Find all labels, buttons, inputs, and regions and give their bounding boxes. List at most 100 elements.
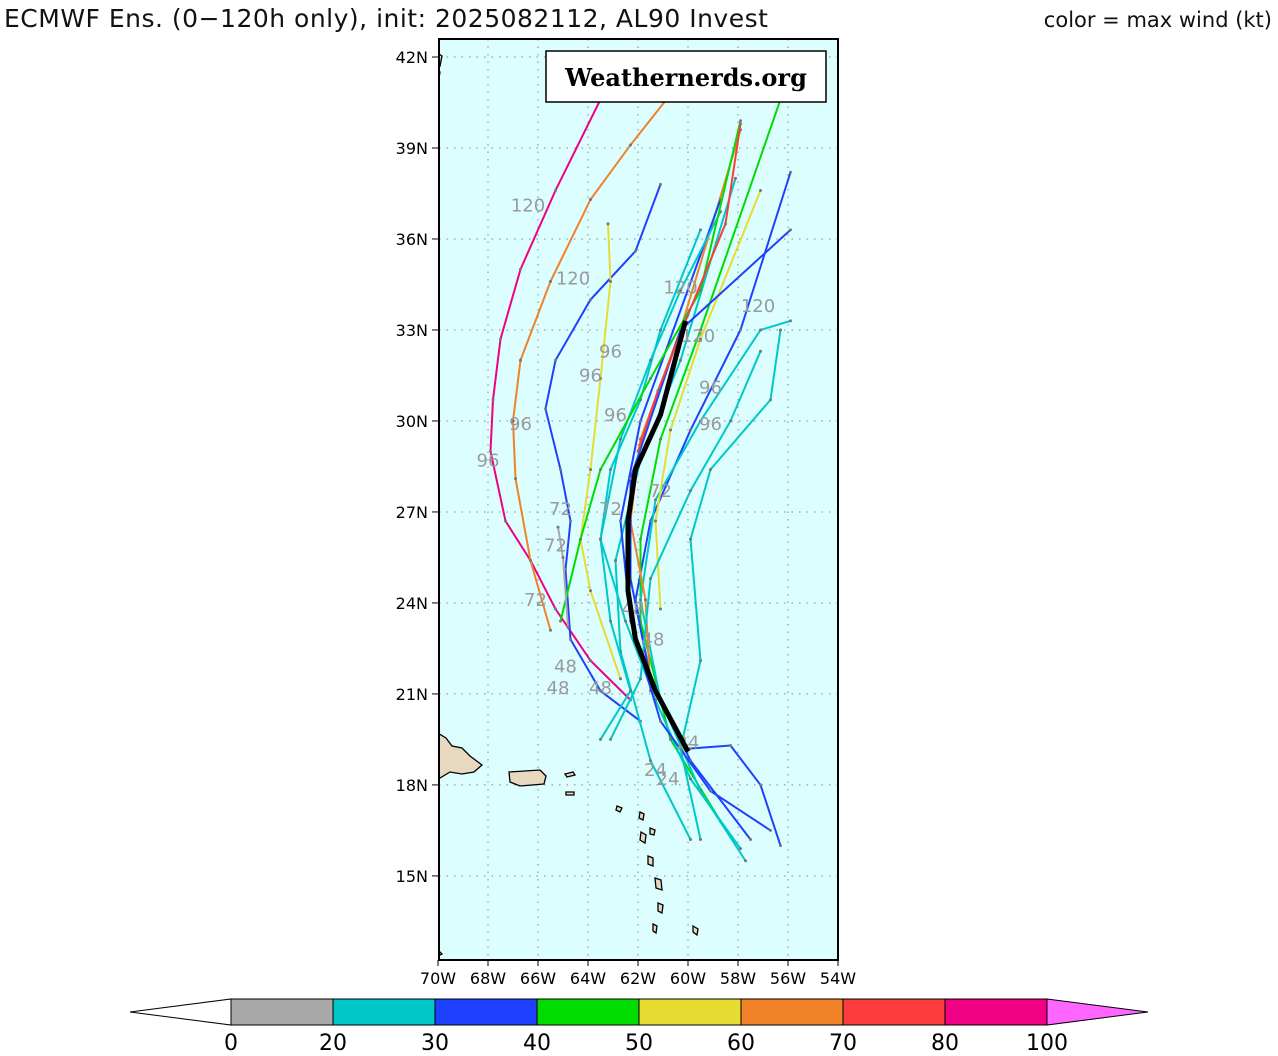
ensemble-member-track xyxy=(559,120,742,622)
land xyxy=(439,53,699,957)
track-point xyxy=(554,607,557,611)
track-point xyxy=(689,537,692,541)
track-point xyxy=(599,376,602,380)
forecast-hour-label: 96 xyxy=(599,341,622,362)
track-point xyxy=(619,677,622,681)
track-point xyxy=(619,437,622,441)
track-point xyxy=(606,222,610,226)
track-point xyxy=(669,737,672,741)
track-point xyxy=(561,555,565,559)
track-point xyxy=(759,188,762,192)
track-point xyxy=(679,289,682,293)
forecast-hour-label: 48 xyxy=(554,657,577,678)
track-point xyxy=(579,537,582,541)
forecast-hour-label: 120 xyxy=(741,296,775,317)
track-point xyxy=(499,337,502,341)
track-point xyxy=(724,222,727,226)
track-point xyxy=(656,389,660,393)
colorbar-tick-label: 30 xyxy=(421,1031,449,1056)
track-point xyxy=(654,519,657,523)
track-point xyxy=(644,598,647,602)
colorbar-tick-label: 80 xyxy=(931,1031,959,1056)
track-point xyxy=(589,298,592,302)
track-point xyxy=(599,537,602,541)
forecast-hour-label: 48 xyxy=(547,678,570,699)
forecast-hour-label: 96 xyxy=(604,405,627,426)
track-point xyxy=(599,689,602,693)
ensemble-mean-track xyxy=(625,320,691,753)
track-point xyxy=(744,859,747,863)
forecast-hour-label: 120 xyxy=(681,326,715,347)
track-point xyxy=(589,198,592,202)
lon-tick-label: 62W xyxy=(620,969,656,988)
track-point xyxy=(609,279,612,283)
track-point xyxy=(654,498,657,502)
track-point xyxy=(669,428,672,432)
colorbar-tick-label: 100 xyxy=(1026,1031,1068,1056)
track-point xyxy=(649,577,652,581)
lat-tick-label: 42N xyxy=(396,48,428,67)
track-point xyxy=(739,847,742,851)
axes: 70W 68W 66W 64W 62W 60W 58W 56W 54W 15N 18N 21N 24N 2… xyxy=(396,48,857,988)
track-point xyxy=(729,743,732,747)
watermark: Weathernerds.org xyxy=(545,50,827,103)
track-point xyxy=(789,170,792,174)
track-point xyxy=(549,628,552,632)
forecast-hour-label: 120 xyxy=(511,196,545,217)
lat-tick-label: 24N xyxy=(396,594,428,613)
track-point xyxy=(544,407,547,411)
forecast-hour-label: 24 xyxy=(644,760,667,781)
watermark-text: Weathernerds.org xyxy=(564,63,807,92)
track-point xyxy=(759,349,762,353)
track-point xyxy=(739,122,742,126)
track-point xyxy=(559,467,562,471)
colorbar-segment xyxy=(332,998,436,1026)
track-point xyxy=(769,828,772,832)
track-point xyxy=(649,358,652,362)
track-point xyxy=(659,719,662,723)
track-point xyxy=(639,537,642,541)
forecast-hour-label: 96 xyxy=(509,414,532,435)
track-point xyxy=(659,607,662,611)
track-point xyxy=(789,228,792,232)
track-point xyxy=(759,783,762,787)
track-point xyxy=(636,449,640,453)
lon-tick-label: 54W xyxy=(820,969,856,988)
lat-tick-label: 15N xyxy=(396,867,428,886)
colorbar-tick-label: 0 xyxy=(224,1031,238,1056)
lat-tick-label: 33N xyxy=(396,321,428,340)
lat-tick-label: 18N xyxy=(396,776,428,795)
forecast-hour-label: 96 xyxy=(477,450,500,471)
track-point xyxy=(629,477,632,481)
track-point xyxy=(649,759,652,763)
colorbar-segment xyxy=(536,998,640,1026)
colorbar-segment xyxy=(230,998,334,1026)
track-point xyxy=(554,358,557,362)
track-point xyxy=(699,328,702,332)
track-point xyxy=(491,398,495,402)
track-point xyxy=(609,737,612,741)
colorbar-segment xyxy=(944,998,1048,1026)
track-point xyxy=(699,337,702,341)
lon-tick-label: 70W xyxy=(420,969,456,988)
track-point xyxy=(609,467,612,471)
track-point xyxy=(689,747,692,751)
land-islands xyxy=(439,53,699,957)
track-point xyxy=(489,449,492,453)
colorbar-tick-label: 50 xyxy=(625,1031,653,1056)
chart-title: ECMWF Ens. (0−120h only), init: 20250821… xyxy=(4,4,769,33)
track-point xyxy=(504,519,507,523)
track-point xyxy=(769,398,772,402)
track-point xyxy=(609,619,612,623)
track-point xyxy=(566,625,570,629)
lon-tick-label: 66W xyxy=(520,969,556,988)
forecast-hour-label: 120 xyxy=(663,278,697,299)
track-point xyxy=(709,789,712,793)
lon-tick-label: 58W xyxy=(720,969,756,988)
track-point xyxy=(689,777,692,781)
colorbar-tick-label: 60 xyxy=(727,1031,755,1056)
track-point xyxy=(556,525,560,529)
track-point xyxy=(624,619,627,623)
